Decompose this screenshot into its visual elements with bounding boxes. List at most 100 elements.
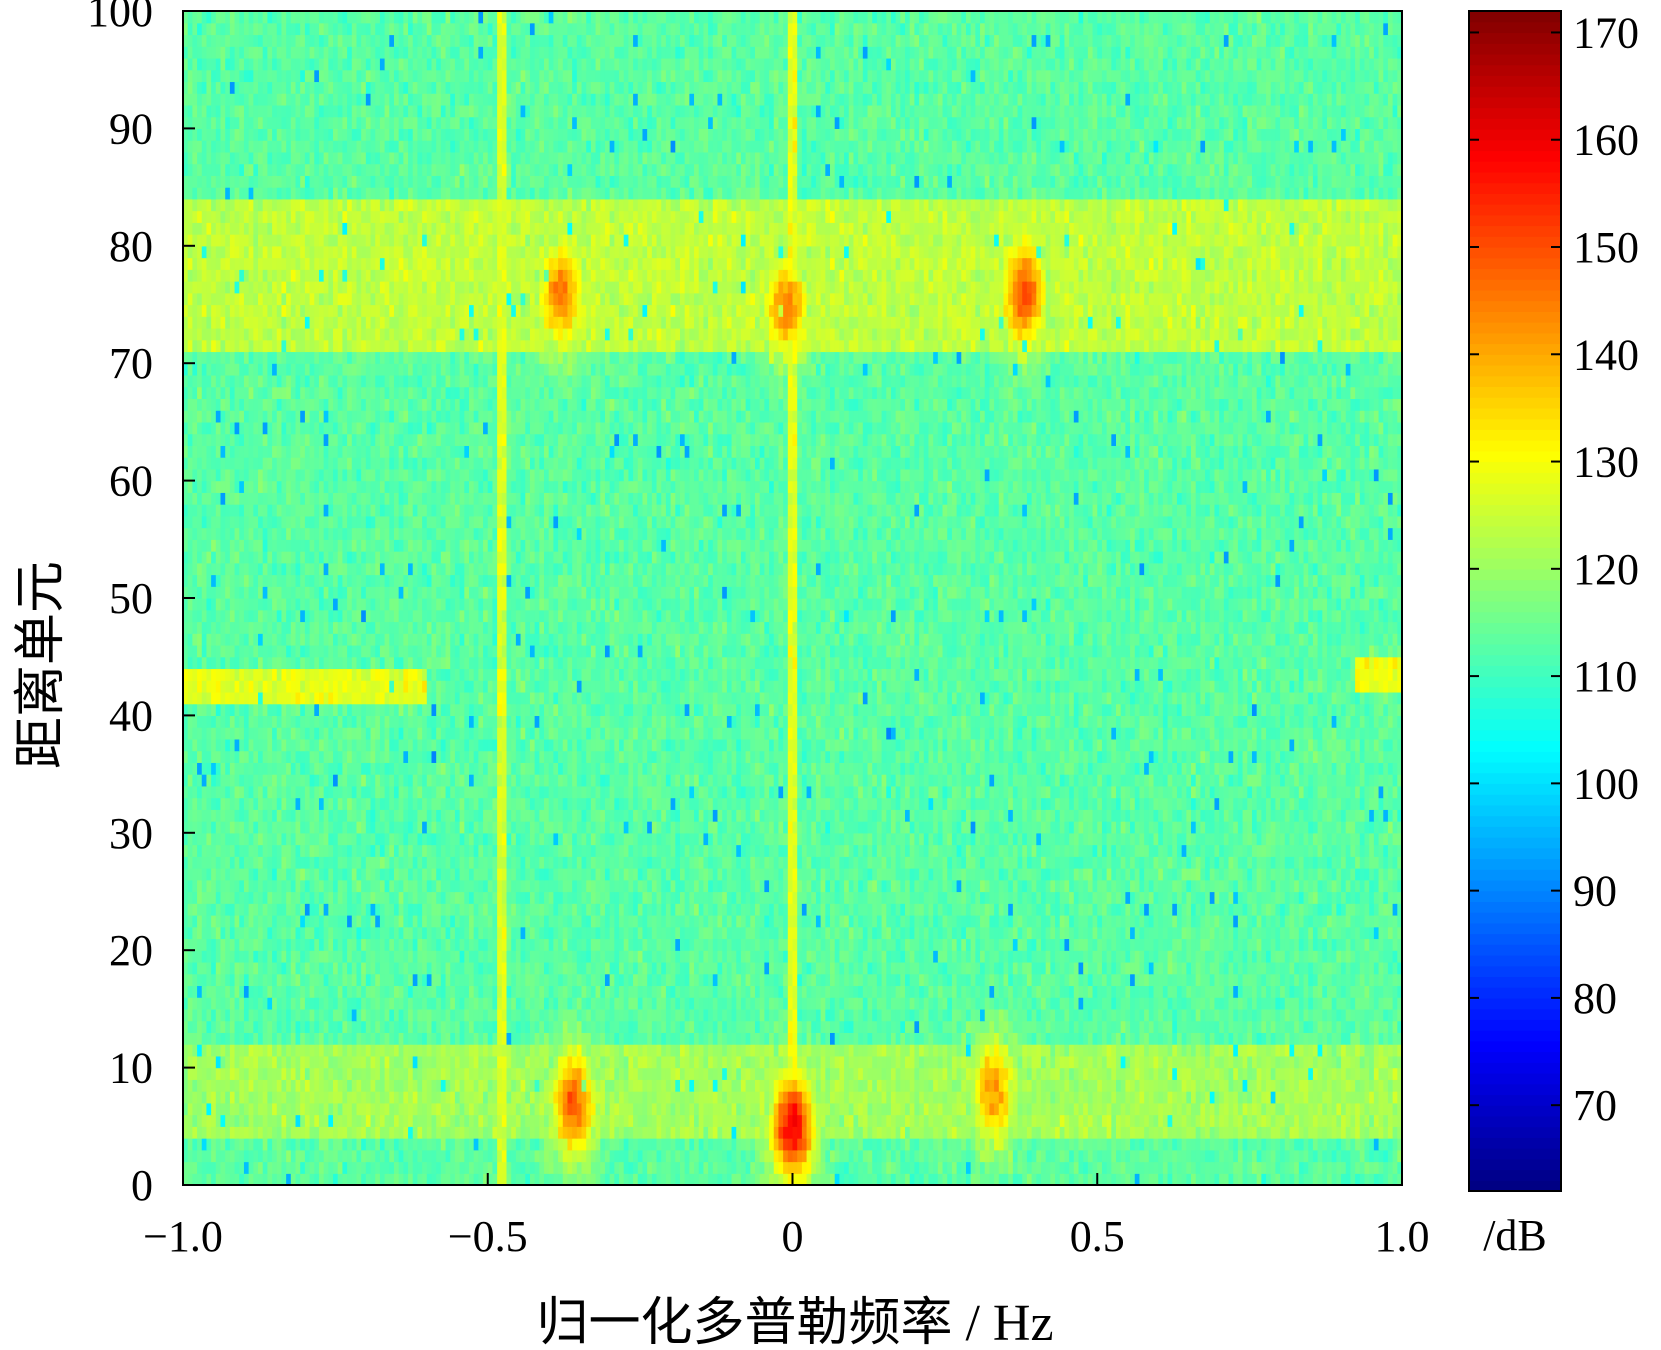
heatmap-cell xyxy=(535,1068,540,1080)
heatmap-cell xyxy=(1083,1068,1088,1080)
heatmap-cell xyxy=(1158,985,1163,997)
heatmap-cell xyxy=(1013,1021,1018,1033)
heatmap-cell xyxy=(361,1032,366,1044)
heatmap-cell xyxy=(1294,1056,1299,1068)
heatmap-cell xyxy=(1364,1126,1369,1138)
heatmap-cell xyxy=(905,1115,910,1127)
heatmap-cell xyxy=(1388,1150,1393,1162)
heatmap-cell xyxy=(1393,1115,1398,1127)
heatmap-cell xyxy=(849,1150,854,1162)
heatmap-cell xyxy=(394,985,399,997)
heatmap-cell xyxy=(1064,1173,1069,1185)
heatmap-cell xyxy=(408,974,413,986)
heatmap-cell xyxy=(1032,1032,1037,1044)
heatmap-cell xyxy=(999,1162,1004,1174)
heatmap-cell xyxy=(666,974,671,986)
heatmap-cell xyxy=(1210,962,1215,974)
heatmap-cell xyxy=(1308,1044,1313,1056)
heatmap-cell xyxy=(943,1150,948,1162)
heatmap-cell xyxy=(1360,1126,1365,1138)
heatmap-cell xyxy=(310,962,315,974)
heatmap-cell xyxy=(980,1138,985,1150)
heatmap-cell xyxy=(361,1009,366,1021)
heatmap-cell xyxy=(952,1021,957,1033)
heatmap-cell xyxy=(1055,1068,1060,1080)
heatmap-cell xyxy=(1205,1126,1210,1138)
heatmap-cell xyxy=(708,1068,713,1080)
heatmap-cell xyxy=(1252,1138,1257,1150)
heatmap-cell xyxy=(539,974,544,986)
heatmap-cell xyxy=(1125,985,1130,997)
heatmap-cell xyxy=(1393,1126,1398,1138)
heatmap-cell xyxy=(1322,1044,1327,1056)
heatmap-cell xyxy=(361,1079,366,1091)
heatmap-cell xyxy=(746,985,751,997)
heatmap-cell xyxy=(863,1079,868,1091)
heatmap-cell xyxy=(328,997,333,1009)
heatmap-cell xyxy=(1308,1115,1313,1127)
heatmap-cell xyxy=(277,974,282,986)
heatmap-cell xyxy=(192,1056,197,1068)
heatmap-cell xyxy=(427,1032,432,1044)
heatmap-cell xyxy=(905,1138,910,1150)
heatmap-cell xyxy=(1013,1103,1018,1115)
heatmap-cell xyxy=(427,1021,432,1033)
heatmap-cell xyxy=(314,1126,319,1138)
heatmap-cell xyxy=(563,962,568,974)
heatmap-cell xyxy=(642,1056,647,1068)
heatmap-cell xyxy=(1346,1162,1351,1174)
heatmap-cell xyxy=(1327,1021,1332,1033)
heatmap-cell xyxy=(633,1162,638,1174)
heatmap-cell xyxy=(802,1021,807,1033)
heatmap-cell xyxy=(685,985,690,997)
heatmap-cell xyxy=(1177,1056,1182,1068)
heatmap-cell xyxy=(868,962,873,974)
heatmap-cell xyxy=(1252,1032,1257,1044)
heatmap-cell xyxy=(192,1032,197,1044)
heatmap-cell xyxy=(1243,1044,1248,1056)
heatmap-cell xyxy=(1139,985,1144,997)
heatmap-cell xyxy=(1238,1056,1243,1068)
heatmap-cell xyxy=(975,1009,980,1021)
heatmap-cell xyxy=(375,1056,380,1068)
heatmap-cell xyxy=(732,1056,737,1068)
heatmap-cell xyxy=(1388,1091,1393,1103)
heatmap-cell xyxy=(844,1009,849,1021)
heatmap-cell xyxy=(380,1032,385,1044)
heatmap-cell xyxy=(1280,1056,1285,1068)
heatmap-cell xyxy=(1064,962,1069,974)
heatmap-cell xyxy=(521,997,526,1009)
heatmap-cell xyxy=(422,962,427,974)
heatmap-cell xyxy=(511,1068,516,1080)
heatmap-cell xyxy=(478,1103,483,1115)
heatmap-cell xyxy=(221,985,226,997)
heatmap-cell xyxy=(1003,1126,1008,1138)
heatmap-cell xyxy=(1289,1150,1294,1162)
heatmap-cell xyxy=(619,1115,624,1127)
heatmap-cell xyxy=(197,1138,202,1150)
heatmap-cell xyxy=(807,997,812,1009)
heatmap-cell xyxy=(361,1126,366,1138)
heatmap-cell xyxy=(1308,1173,1313,1185)
heatmap-cell xyxy=(769,997,774,1009)
heatmap-cell xyxy=(1308,1150,1313,1162)
heatmap-cell xyxy=(1069,1103,1074,1115)
heatmap-cell xyxy=(764,1115,769,1127)
heatmap-cell xyxy=(661,1173,666,1185)
heatmap-cell xyxy=(1121,1068,1126,1080)
heatmap-cell xyxy=(1252,1044,1257,1056)
heatmap-cell xyxy=(966,962,971,974)
heatmap-cell xyxy=(521,1044,526,1056)
heatmap-cell xyxy=(1008,1079,1013,1091)
heatmap-cell xyxy=(1172,1173,1177,1185)
heatmap-cell xyxy=(577,1091,582,1103)
heatmap-cell xyxy=(638,1021,643,1033)
heatmap-cell xyxy=(882,1009,887,1021)
heatmap-cell xyxy=(1135,1056,1140,1068)
heatmap-cell xyxy=(455,985,460,997)
heatmap-cell xyxy=(933,1009,938,1021)
heatmap-cell xyxy=(244,1032,249,1044)
heatmap-cell xyxy=(492,1021,497,1033)
heatmap-cell xyxy=(877,1056,882,1068)
heatmap-cell xyxy=(1341,974,1346,986)
